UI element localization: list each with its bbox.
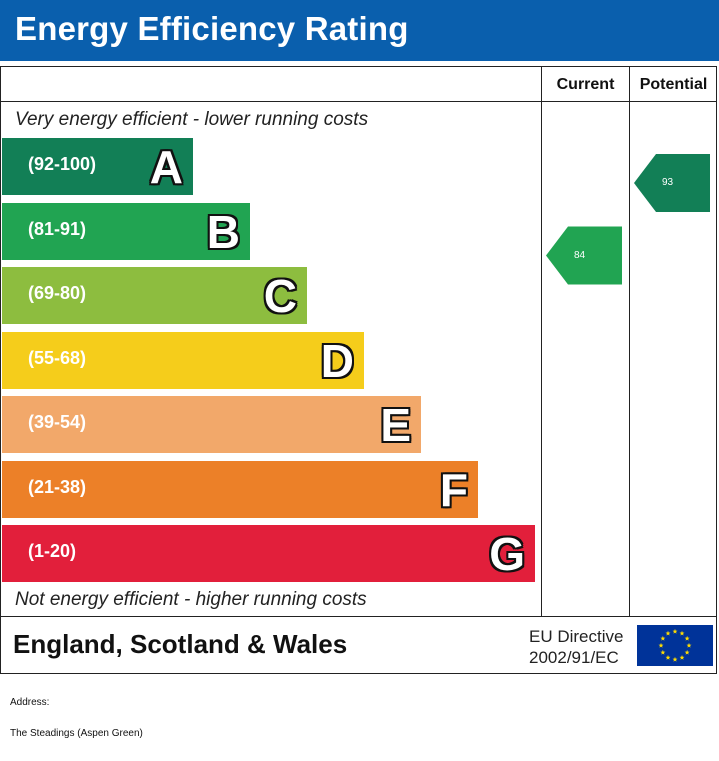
band-g: (1-20) G: [2, 525, 535, 582]
band-range-label: (21-38): [28, 477, 87, 497]
eu-flag-star: [679, 630, 685, 636]
band-range-label: (92-100): [28, 154, 97, 174]
eu-flag-star: [684, 649, 690, 655]
address-label: Address:: [10, 697, 50, 708]
band-range-label: (69-80): [28, 283, 87, 303]
eu-flag-star: [658, 642, 664, 648]
rating-chart-frame: [0, 66, 717, 617]
potential-column-header: Potential: [639, 76, 708, 93]
address-value: The Steadings (Aspen Green): [10, 728, 143, 739]
potential-column-divider: [629, 66, 630, 617]
bottom-caption: Not energy efficient - higher running co…: [15, 589, 367, 610]
band-letter-label: B: [206, 206, 240, 258]
potential-rating-value: 93: [662, 177, 674, 188]
eu-flag-star: [665, 630, 671, 636]
current-column-divider: [541, 66, 542, 617]
eu-directive-line1: EU Directive: [529, 627, 624, 646]
band-d: (55-68) D: [2, 332, 364, 389]
page-title: Energy Efficiency Rating: [15, 10, 409, 47]
eu-flag-star: [686, 642, 692, 648]
band-range-label: (81-91): [28, 219, 87, 239]
eu-flag-star: [679, 655, 685, 660]
band-letter-label: E: [380, 399, 411, 451]
eu-flag-star: [672, 656, 678, 662]
header-row-divider: [0, 101, 717, 102]
top-caption: Very energy efficient - lower running co…: [15, 109, 369, 130]
current-rating-value: 84: [574, 249, 586, 261]
header-bar: Energy Efficiency Rating: [0, 0, 719, 61]
band-letter-label: F: [439, 464, 468, 516]
eu-flag-star: [660, 635, 666, 641]
region-label: England, Scotland & Wales: [13, 629, 348, 659]
eu-flag-star: [665, 655, 671, 660]
current-column-header: Current: [556, 76, 615, 93]
eu-flag-star: [684, 635, 690, 641]
band-letter-label: A: [149, 141, 183, 193]
eu-flag-star: [660, 649, 666, 655]
band-range-label: (55-68): [28, 348, 87, 368]
band-range-label: (39-54): [28, 412, 87, 432]
eu-flag-star: [672, 628, 678, 634]
band-range-label: (1-20): [28, 541, 77, 561]
footer-bar: England, Scotland & Wales EU Directive 2…: [0, 617, 717, 674]
band-f: (21-38) F: [2, 461, 478, 518]
band-c: (69-80) C: [2, 267, 307, 324]
band-letter-label: C: [263, 270, 297, 322]
band-b: (81-91) B: [2, 203, 250, 260]
band-a: (92-100) A: [2, 138, 193, 195]
eu-flag-icon: [637, 625, 713, 666]
eu-directive-line2: 2002/91/EC: [529, 648, 619, 667]
band-letter-label: G: [489, 528, 525, 580]
band-letter-label: D: [320, 335, 354, 387]
band-e: (39-54) E: [2, 396, 421, 453]
eu-directive: EU Directive 2002/91/EC: [529, 626, 623, 668]
